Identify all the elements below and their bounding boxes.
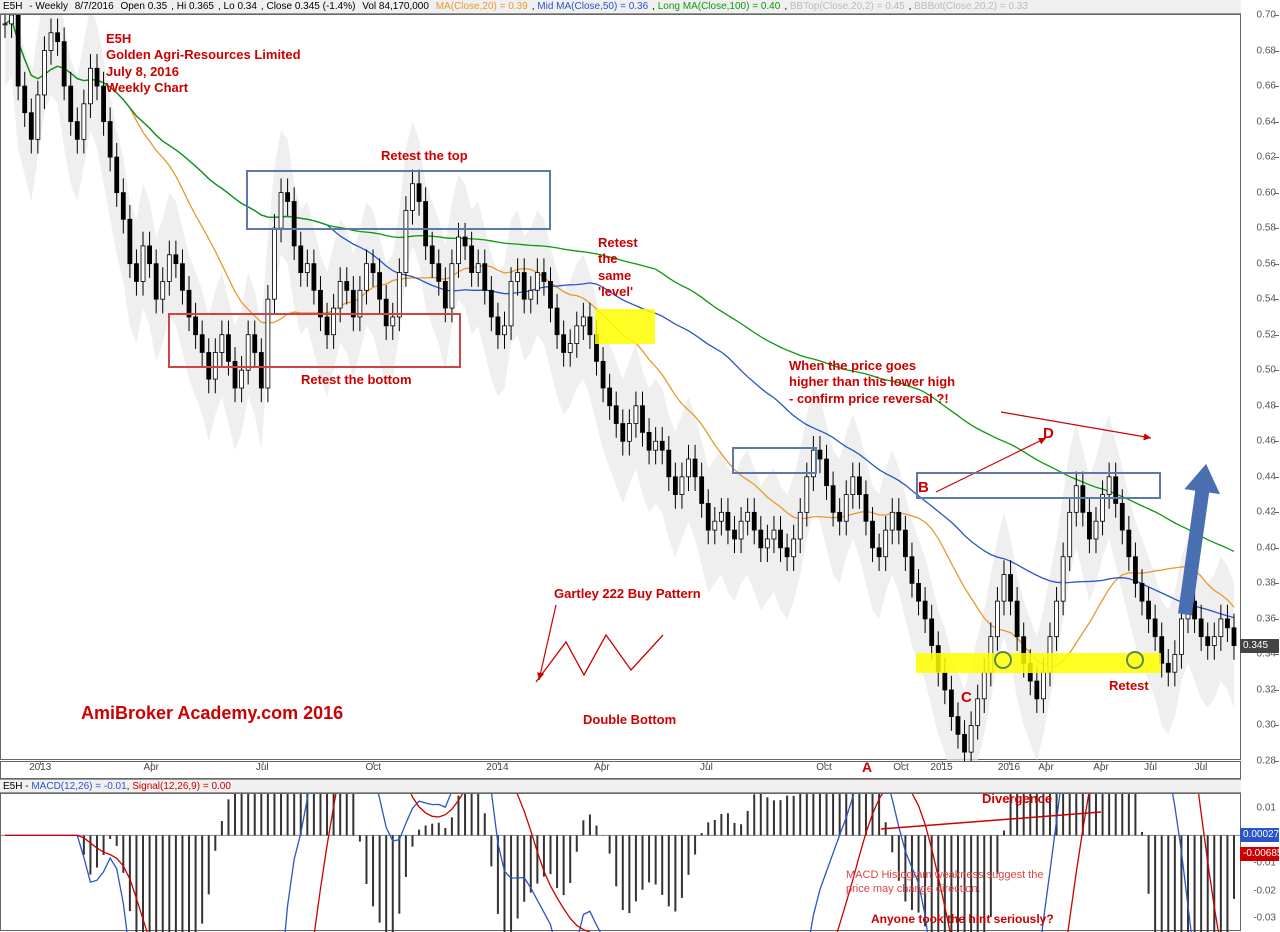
xaxis-tick: Jul	[1144, 762, 1157, 773]
macd-svg	[1, 794, 1242, 932]
macd-ytick: -0.02	[1253, 885, 1276, 896]
xaxis-tick: Oct	[366, 762, 382, 773]
ann-hint: Anyone took the hint seriously?	[871, 912, 1054, 927]
hdr-close: Close 0.345 (-1.4%)	[266, 1, 355, 12]
highlight-support	[916, 653, 1161, 673]
ann-t1: E5H	[106, 31, 301, 47]
box-b	[916, 472, 1161, 499]
ann-macd-weak: MACD Histogram weakness suggest the pric…	[846, 869, 1043, 897]
macd-ticker: E5H	[3, 781, 22, 792]
xaxis-tick: 2013	[29, 762, 51, 773]
ann-t2: Golden Agri-Resources Limited	[106, 47, 301, 63]
xaxis-tick: Oct	[816, 762, 832, 773]
hdr-bbbot: BBBot(Close,20,2) = 0.33	[914, 1, 1028, 12]
xaxis-tick: Apr	[594, 762, 610, 773]
box-lowerhigh	[732, 447, 817, 474]
xaxis-tick: 2014	[486, 762, 508, 773]
box-retest-top	[246, 170, 551, 230]
close-price-marker: 0.345	[1240, 639, 1279, 653]
ann-gartley: Gartley 222 Buy Pattern	[554, 586, 701, 602]
ann-retest: Retest	[1109, 678, 1149, 694]
hdr-ma50: Mid MA(Close,50) = 0.36	[537, 1, 648, 12]
sig-val: Signal(12,26,9) = 0.00	[132, 781, 231, 792]
ann-double-bottom: Double Bottom	[583, 712, 676, 728]
xaxis-tick: 2016	[998, 762, 1020, 773]
ann-retest-bottom: Retest the bottom	[301, 372, 412, 388]
box-retest-bottom	[168, 313, 461, 368]
time-axis: 2013 Apr Jul Oct 2014 Apr Jul Oct 2015 Apr Jul Oct 2…	[0, 761, 1241, 779]
xaxis-tick: Apr	[1038, 762, 1054, 773]
macd-marker: 0.00027	[1240, 828, 1279, 842]
hdr-ma100: Long MA(Close,100) = 0.40	[658, 1, 781, 12]
hdr-bbtop: BBTop(Close,20,2) = 0.45	[790, 1, 905, 12]
ann-retest-top: Retest the top	[381, 148, 468, 164]
highlight-retest-level	[595, 309, 655, 344]
ann-C: C	[961, 689, 972, 708]
xaxis-tick: Jul	[700, 762, 713, 773]
hdr-vol: Vol 84,170,000	[362, 1, 429, 12]
ann-higher-text: When the price goes higher than this low…	[789, 358, 955, 407]
ann-title: E5H Golden Agri-Resources Limited July 8…	[106, 31, 301, 96]
macd-panel[interactable]: -0.03-0.02-0.010.000.01 Divergence MACD …	[0, 793, 1241, 931]
ann-t4: Weekly Chart	[106, 80, 301, 96]
price-chart-panel[interactable]: 0.280.300.320.340.360.380.400.420.440.46…	[0, 14, 1241, 760]
ann-B: B	[918, 479, 929, 498]
macd-val: MACD(12,26) = -0.01	[31, 781, 126, 792]
xaxis-tick: Jul	[256, 762, 269, 773]
hdr-ticker: E5H	[3, 1, 22, 12]
price-chart-svg	[1, 15, 1242, 761]
xaxis-tick: Apr	[1093, 762, 1109, 773]
hdr-open: Open 0.35	[120, 1, 167, 12]
circle-c	[994, 651, 1012, 669]
macd-yaxis: -0.03-0.02-0.010.000.01	[1240, 794, 1279, 930]
hdr-tf: Weekly	[35, 1, 68, 12]
price-header-strip: E5H - Weekly 8/7/2016 Open 0.35, Hi 0.36…	[0, 0, 1241, 14]
ann-divergence: Divergence	[982, 791, 1052, 807]
ann-amibroker: AmiBroker Academy.com 2016	[81, 702, 343, 725]
xaxis-tick: 2015	[930, 762, 952, 773]
hdr-hi: Hi 0.365	[177, 1, 214, 12]
xaxis-tick: Jul	[1195, 762, 1208, 773]
macd-marker: -0.00685	[1240, 847, 1279, 861]
macd-ytick: -0.03	[1253, 913, 1276, 924]
ann-retest-same: Retest the same 'level'	[598, 235, 638, 300]
hdr-ma20: MA(Close,20) = 0.39	[436, 1, 528, 12]
circle-retest	[1126, 651, 1144, 669]
ann-t3: July 8, 2016	[106, 64, 301, 80]
ann-A: A	[862, 759, 872, 777]
hdr-lo: Lo 0.34	[224, 1, 257, 12]
xaxis-tick: Apr	[143, 762, 159, 773]
up-arrow-icon	[1178, 485, 1210, 616]
ann-D: D	[1043, 425, 1054, 444]
macd-ytick: 0.01	[1257, 802, 1276, 813]
macd-header-strip: E5H - MACD(12,26) = -0.01, Signal(12,26,…	[0, 779, 1241, 793]
xaxis-tick: Oct	[893, 762, 909, 773]
hdr-date: 8/7/2016	[75, 1, 114, 12]
